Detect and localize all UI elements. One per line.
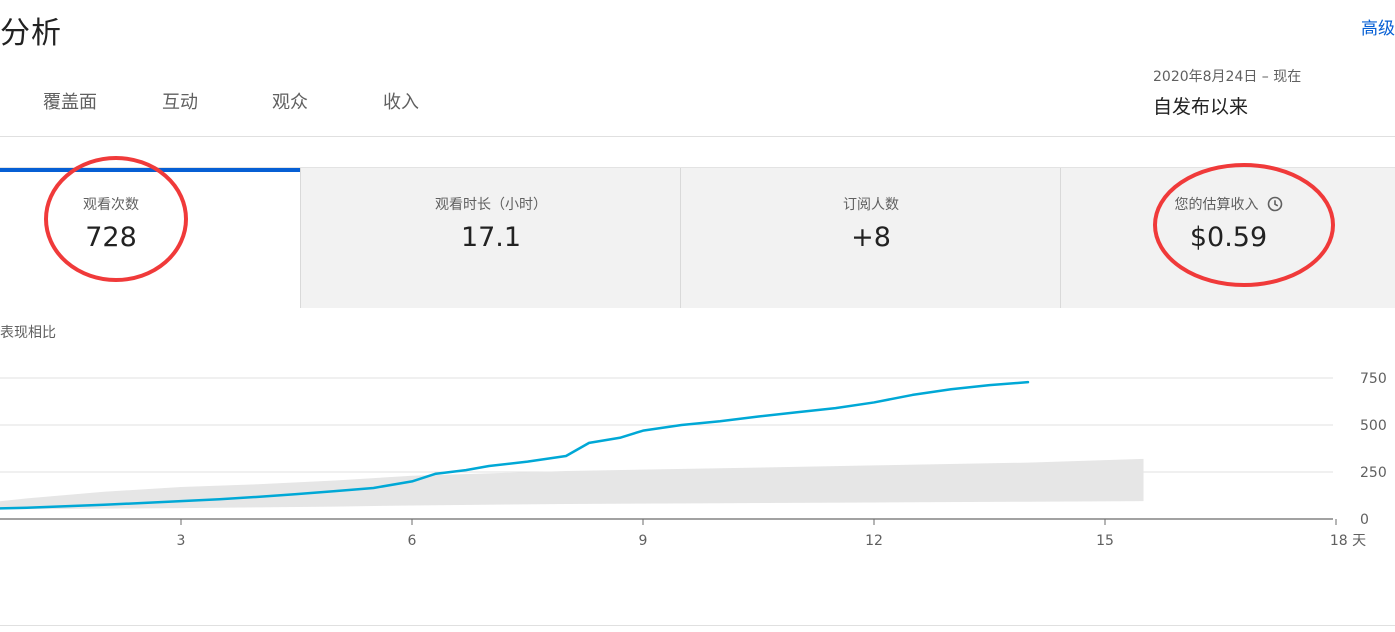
x-tick-label: 12 (865, 533, 883, 549)
x-tick-label: 6 (408, 533, 417, 549)
x-tick-label: 9 (639, 533, 648, 549)
performance-label: 表现相比 (0, 325, 56, 341)
metric-label: 您的估算收入 (1174, 197, 1259, 213)
tab-revenue[interactable]: 收入 (383, 92, 419, 113)
metric-label: 订阅人数 (843, 197, 899, 213)
metric-value: 17.1 (460, 222, 522, 253)
metric-card-revenue[interactable]: 您的估算收入 $0.59 (1060, 168, 1395, 308)
y-tick-label: 750 (1360, 371, 1387, 387)
metric-card-watch-time[interactable]: 观看时长（小时） 17.1 (300, 168, 681, 308)
tab-reach[interactable]: 覆盖面 (43, 92, 97, 113)
typical-performance-band (0, 458, 1144, 510)
views-series-line (0, 380, 1030, 510)
views-line-chart: 0 250 500 750 3 6 9 12 15 18 天 (0, 371, 1387, 549)
y-tick-label: 500 (1360, 418, 1387, 434)
bottom-divider (0, 625, 1395, 626)
metric-card-subscribers[interactable]: 订阅人数 +8 (680, 168, 1061, 308)
y-tick-label: 250 (1360, 465, 1387, 481)
metric-value: 728 (85, 222, 137, 253)
metric-card-views[interactable]: 观看次数 728 (0, 168, 300, 308)
date-range-selector[interactable]: 自发布以来 (1153, 96, 1249, 118)
x-tick-label: 15 (1096, 533, 1114, 549)
clock-icon[interactable] (1267, 196, 1283, 212)
metric-label: 观看次数 (83, 197, 139, 213)
page-title: 分析 (0, 16, 62, 51)
advanced-mode-link[interactable]: 高级 (1361, 19, 1395, 39)
y-tick-label: 0 (1360, 512, 1369, 528)
metric-label: 观看时长（小时） (435, 197, 547, 213)
tab-audience[interactable]: 观众 (272, 92, 308, 113)
metric-value: +8 (851, 222, 891, 253)
metric-cards: 观看次数 728 观看时长（小时） 17.1 订阅人数 +8 您的估算收入 $0… (0, 167, 1395, 308)
x-tick-label: 18 天 (1330, 533, 1366, 549)
x-tick-label: 3 (177, 533, 186, 549)
metric-label-row: 您的估算收入 (1061, 194, 1395, 214)
tabs-divider (0, 136, 1395, 137)
metric-value: $0.59 (1189, 222, 1268, 253)
tab-engagement[interactable]: 互动 (162, 92, 198, 113)
date-range-text: 2020年8月24日 – 现在 (1153, 69, 1302, 85)
selected-indicator (0, 168, 300, 172)
